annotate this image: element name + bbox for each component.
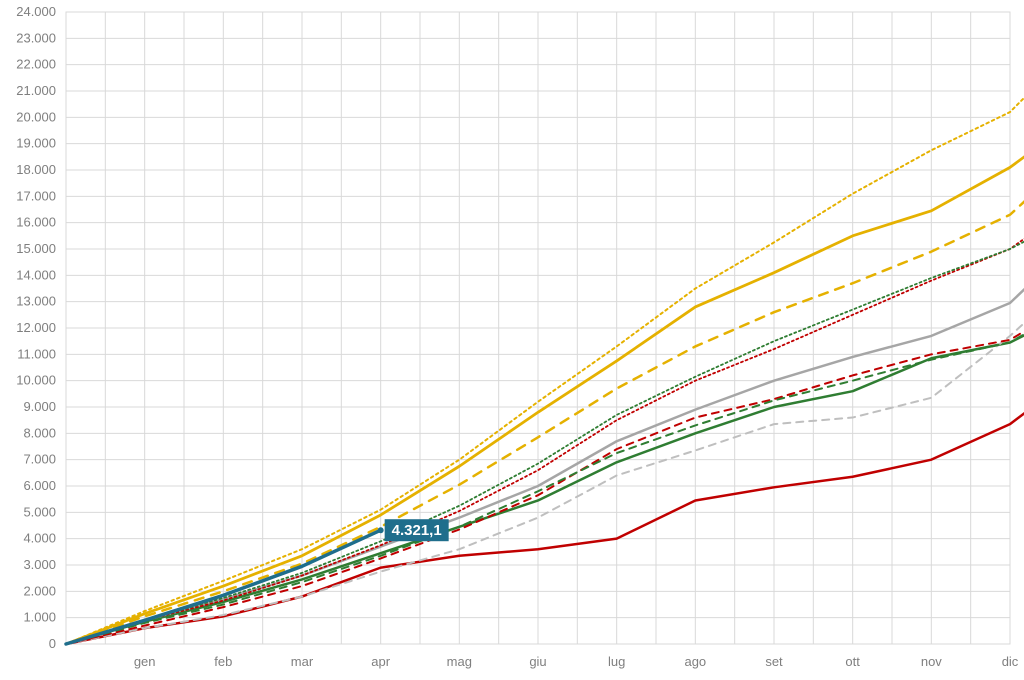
svg-text:18.000: 18.000 xyxy=(16,162,56,177)
svg-text:7.000: 7.000 xyxy=(23,452,56,467)
svg-text:1.000: 1.000 xyxy=(23,610,56,625)
svg-text:5.000: 5.000 xyxy=(23,504,56,519)
svg-text:20.000: 20.000 xyxy=(16,109,56,124)
svg-text:19.000: 19.000 xyxy=(16,136,56,151)
svg-text:9.000: 9.000 xyxy=(23,399,56,414)
svg-text:mag: mag xyxy=(447,654,472,669)
monthly-cumulative-line-chart: 0 1.000 2.000 3.000 4.000 5.000 6.000 7.000 8.00… xyxy=(0,0,1024,680)
svg-text:21.000: 21.000 xyxy=(16,83,56,98)
svg-text:24.000: 24.000 xyxy=(16,4,56,19)
svg-text:8.000: 8.000 xyxy=(23,425,56,440)
svg-text:10.000: 10.000 xyxy=(16,373,56,388)
svg-text:apr: apr xyxy=(371,654,390,669)
svg-text:11.000: 11.000 xyxy=(17,346,56,361)
svg-text:0: 0 xyxy=(49,636,56,651)
callout-label: 4.321,1 xyxy=(392,522,442,539)
svg-text:gen: gen xyxy=(134,654,156,669)
svg-text:nov: nov xyxy=(921,654,942,669)
svg-text:2.000: 2.000 xyxy=(23,583,56,598)
svg-text:14.000: 14.000 xyxy=(16,267,56,282)
svg-text:mar: mar xyxy=(291,654,314,669)
chart-svg: 0 1.000 2.000 3.000 4.000 5.000 6.000 7.000 8.00… xyxy=(0,0,1024,680)
svg-text:lug: lug xyxy=(608,654,625,669)
svg-text:feb: feb xyxy=(214,654,232,669)
svg-text:13.000: 13.000 xyxy=(16,294,56,309)
svg-text:15.000: 15.000 xyxy=(16,241,56,256)
svg-text:23.000: 23.000 xyxy=(16,30,56,45)
svg-text:3.000: 3.000 xyxy=(23,557,56,572)
svg-text:giu: giu xyxy=(529,654,546,669)
svg-text:12.000: 12.000 xyxy=(16,320,56,335)
svg-text:6.000: 6.000 xyxy=(23,478,56,493)
svg-text:ago: ago xyxy=(684,654,706,669)
svg-text:17.000: 17.000 xyxy=(16,188,56,203)
svg-text:16.000: 16.000 xyxy=(16,215,56,230)
svg-text:4.000: 4.000 xyxy=(23,531,56,546)
svg-text:ott: ott xyxy=(845,654,860,669)
svg-text:22.000: 22.000 xyxy=(16,57,56,72)
svg-text:set: set xyxy=(765,654,783,669)
svg-text:dic: dic xyxy=(1002,654,1019,669)
